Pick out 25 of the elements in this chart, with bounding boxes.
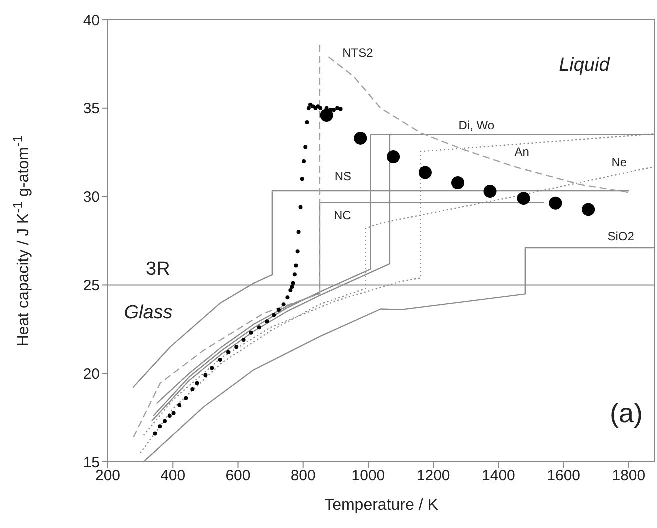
annotation: An bbox=[514, 144, 530, 159]
x-tick-label: 400 bbox=[160, 468, 186, 485]
x-tick-label: 1400 bbox=[482, 468, 516, 485]
annotation: Di, Wo bbox=[458, 118, 495, 132]
y-tick-label: 30 bbox=[83, 189, 100, 206]
y-tick-label: 20 bbox=[83, 366, 100, 383]
x-tick-label: 1800 bbox=[612, 468, 646, 485]
x-tick-label: 1600 bbox=[547, 468, 581, 485]
annotation: NS bbox=[334, 170, 352, 184]
annotation: SiO2 bbox=[608, 230, 635, 244]
annotation: Glass bbox=[124, 302, 174, 324]
annotation: Ne bbox=[612, 155, 628, 170]
annotation: NC bbox=[334, 208, 352, 222]
y-tick-label: 35 bbox=[83, 100, 100, 118]
annotation: NTS2 bbox=[342, 46, 374, 60]
x-axis-title: Temperature / K bbox=[324, 497, 439, 514]
x-tick-label: 800 bbox=[290, 468, 316, 485]
ref-line-label: 3R bbox=[146, 259, 170, 280]
y-tick-label: 40 bbox=[83, 12, 100, 30]
annotation: Liquid bbox=[559, 54, 612, 76]
x-tick-label: 600 bbox=[226, 468, 251, 485]
x-tick-label: 1200 bbox=[416, 468, 450, 485]
y-tick-label: 25 bbox=[83, 278, 100, 295]
annotation: (a) bbox=[610, 398, 644, 428]
x-tick-label: 1000 bbox=[352, 468, 386, 485]
